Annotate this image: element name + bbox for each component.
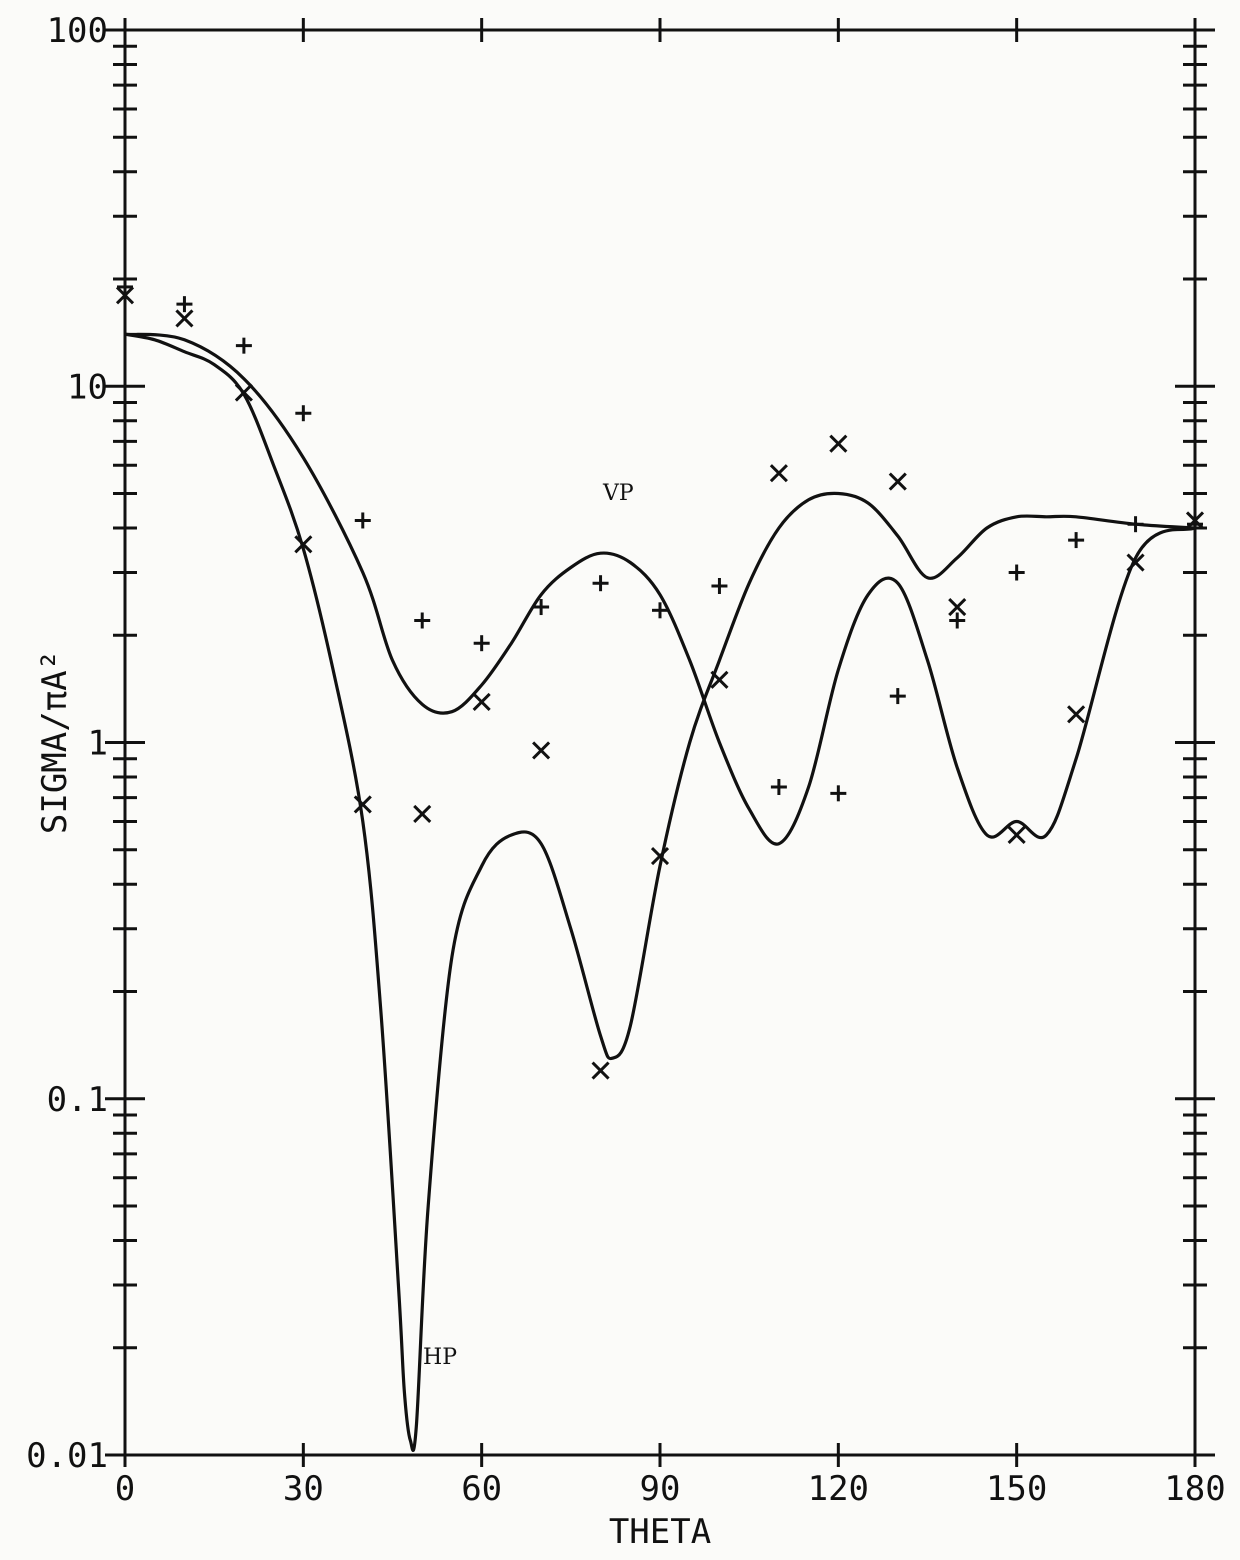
cross-marker-b [1067, 705, 1086, 724]
plus-marker [1068, 532, 1085, 549]
cross-marker [353, 795, 372, 814]
plus-marker [770, 779, 787, 796]
y-axis-label: SIGMA/πA² [35, 650, 75, 834]
y-tick-label: 0.1 [47, 1080, 108, 1120]
markers [115, 278, 1205, 1080]
plus-marker [176, 296, 193, 313]
curve-label-vp: VP [602, 481, 634, 506]
curve-hp [124, 332, 1196, 1452]
cross-marker [294, 535, 313, 554]
cross-marker-b [829, 434, 848, 453]
plus-marker [235, 337, 252, 354]
cross-marker [710, 670, 729, 689]
axis-ticks [105, 18, 1215, 1467]
plus-marker [592, 575, 609, 592]
cross-marker-b [294, 535, 313, 554]
plot-frame [123, 28, 1197, 1457]
cross-marker [234, 383, 253, 402]
cross-marker-b [650, 846, 670, 866]
curve-label-hp: HP [423, 1345, 457, 1370]
cross-marker-b [175, 309, 194, 328]
cross-marker-b [353, 795, 372, 814]
y-tick-label: 100 [47, 11, 108, 51]
cross-marker [175, 309, 194, 328]
x-tick-label: 150 [986, 1469, 1047, 1509]
cross-marker-b [710, 670, 729, 689]
x-axis-label: THETA [609, 1512, 711, 1552]
x-tick-label: 30 [283, 1469, 324, 1509]
cross-marker [769, 464, 788, 483]
cross-marker-b [591, 1061, 610, 1080]
labels: 0 30 60 90 120 150 180 0.01 0.1 1 10 100 VP HP [26, 11, 1226, 1509]
cross-marker [888, 472, 907, 491]
plus-marker [711, 577, 728, 594]
cross-marker-b [888, 472, 907, 491]
cross-marker [532, 741, 551, 760]
cross-marker-b [413, 804, 432, 824]
plus-marker [1127, 516, 1144, 533]
plus-marker [295, 405, 312, 422]
plus-marker [1008, 564, 1025, 581]
cross-marker-b [1007, 825, 1026, 845]
cross-marker [650, 846, 670, 866]
plus-marker [889, 688, 906, 705]
plus-marker [414, 612, 431, 629]
cross-marker [413, 804, 432, 824]
y-tick-label: 10 [67, 367, 108, 407]
cross-marker-b [1126, 553, 1145, 572]
cross-marker [1007, 825, 1026, 845]
cross-marker [1126, 553, 1145, 572]
plus-marker [830, 785, 847, 802]
x-tick-label: 180 [1164, 1469, 1225, 1509]
x-tick-label: 0 [115, 1469, 135, 1509]
cross-marker [472, 692, 491, 711]
x-tick-label: 120 [808, 1469, 869, 1509]
cross-marker [1185, 511, 1205, 530]
cross-marker-b [472, 692, 491, 711]
cross-marker [829, 434, 848, 453]
plus-marker [354, 512, 371, 529]
plus-marker [473, 635, 490, 652]
cross-marker [1067, 705, 1086, 724]
x-tick-label: 90 [640, 1469, 681, 1509]
cross-marker [115, 286, 135, 305]
plus-marker [117, 278, 133, 295]
plus-marker [533, 599, 550, 616]
y-tick-label: 0.01 [26, 1436, 108, 1476]
cross-marker-b [115, 286, 135, 305]
y-tick-label: 1 [88, 724, 108, 764]
cross-marker-b [769, 464, 788, 483]
cross-marker-b [234, 383, 253, 402]
cross-marker-b [532, 741, 551, 760]
cross-marker-b [948, 597, 967, 617]
plus-marker [652, 602, 668, 619]
cross-marker [948, 597, 967, 617]
cross-marker-b [1185, 511, 1205, 530]
plus-marker [949, 612, 966, 629]
curve-vp [124, 332, 1196, 846]
x-tick-label: 60 [461, 1469, 502, 1509]
curves [124, 332, 1196, 1452]
cross-marker [591, 1061, 610, 1080]
